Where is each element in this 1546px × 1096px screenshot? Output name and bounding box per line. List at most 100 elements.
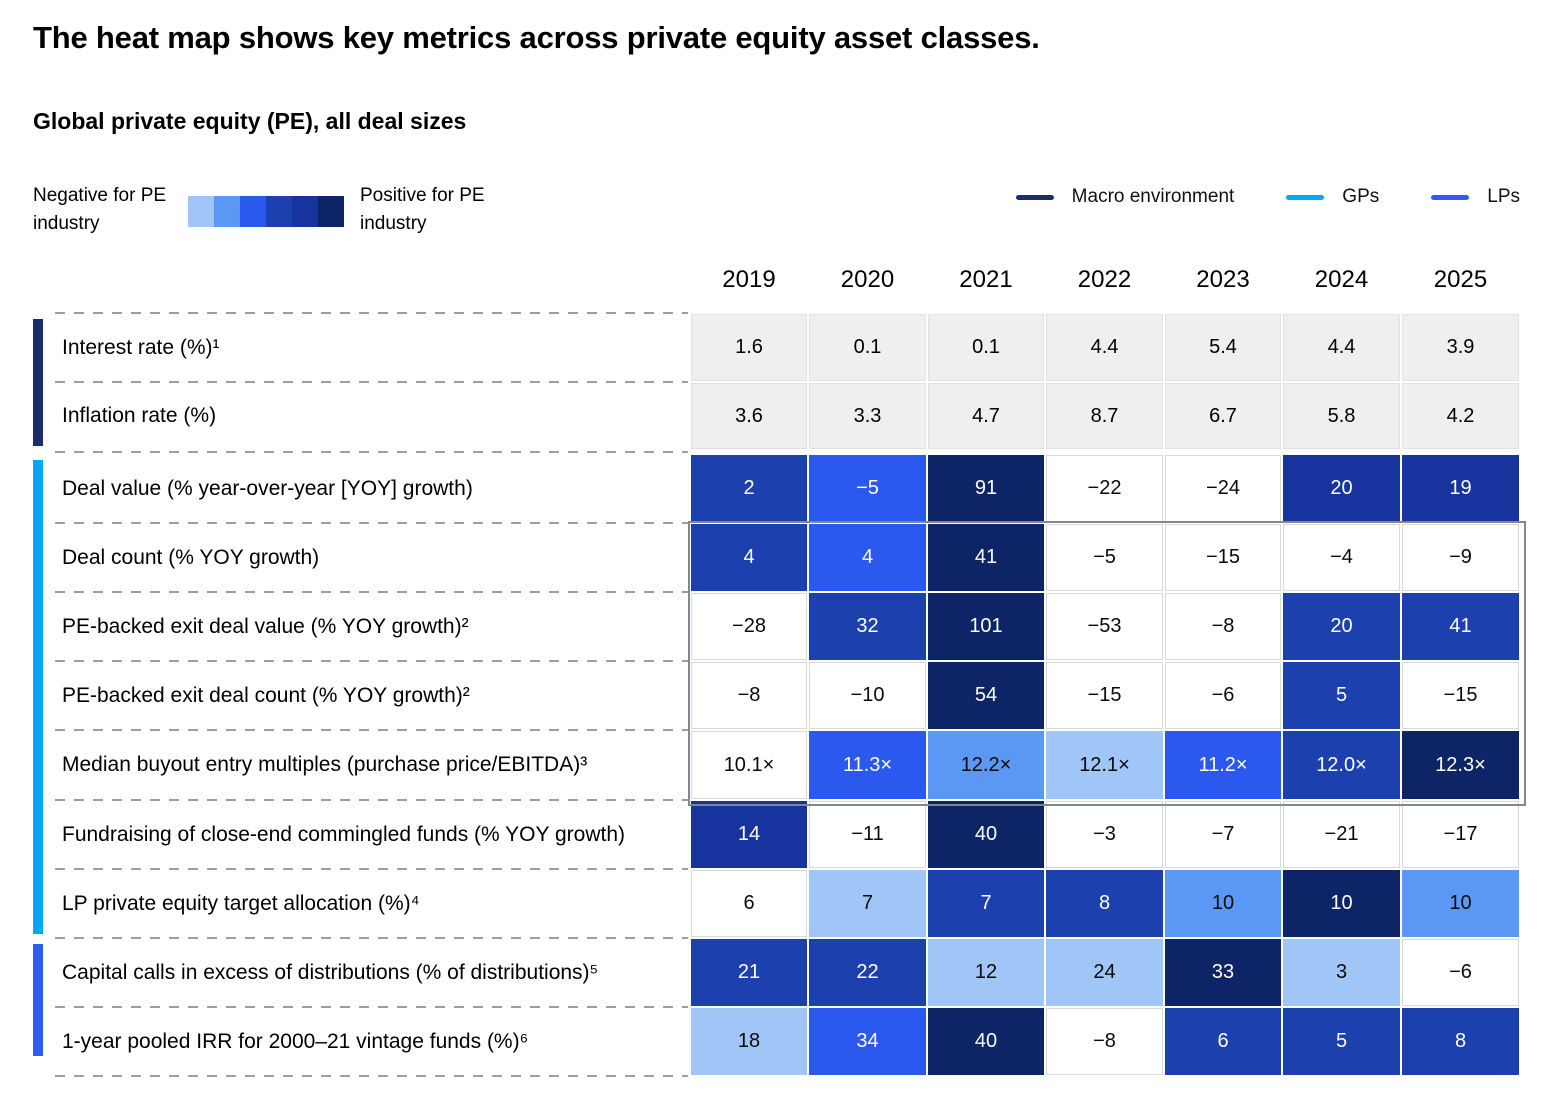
heatmap-cell: 34 [808,1007,927,1076]
heatmap-cell: −5 [1045,523,1164,592]
heatmap-cell: 4.7 [927,382,1045,450]
heatmap-cell: 7 [808,869,927,938]
heatmap-cell: 12.3× [1401,730,1520,800]
heatmap-cell: −15 [1401,661,1520,730]
row-separator-dashed-line [55,451,688,453]
heatmap-cell: 20 [1282,454,1401,523]
heatmap-cell: −8 [690,661,808,730]
row-label: PE-backed exit deal value (% YOY growth)… [62,614,469,638]
heatmap-cell: 32 [808,592,927,661]
heatmap-cell: 18 [690,1007,808,1076]
scale-swatch-3 [240,196,266,227]
heatmap-cell: 0.1 [808,313,927,382]
row-label: Median buyout entry multiples (purchase … [62,753,588,776]
heatmap-cell: −9 [1401,523,1520,592]
heatmap-cell: 20 [1282,592,1401,661]
heatmap-cell: 40 [927,800,1045,869]
heatmap-cell: 1.6 [690,313,808,382]
row-separator-dashed-line [55,660,688,662]
row-label: Interest rate (%)¹ [62,335,220,359]
legend-item-lps: LPs [1431,186,1520,208]
legend-label-lps: LPs [1487,186,1520,207]
scale-swatch-1 [188,196,214,227]
row-label: Inflation rate (%) [62,404,217,427]
heatmap-cell: 6 [690,869,808,938]
group-bar-lps [33,944,43,1056]
row-separator-dashed-line [55,868,688,870]
row-label: Fundraising of close-end commingled fund… [62,822,626,846]
row-separator-dashed-line [55,937,688,939]
heatmap-cell: −8 [1045,1007,1164,1076]
row-label: PE-backed exit deal count (% YOY growth)… [62,683,470,707]
heatmap-cell: 19 [1401,454,1520,523]
heatmap-cell: 6.7 [1164,382,1282,450]
heatmap-cell: 4.4 [1045,313,1164,382]
heatmap-cell: 5 [1282,661,1401,730]
heatmap-cell: 10 [1282,869,1401,938]
heatmap-cell: 5.4 [1164,313,1282,382]
heatmap-cell: 41 [927,523,1045,592]
year-header: 2021 [959,266,1013,293]
series-legend: Macro environment GPs LPs [1015,186,1520,208]
row-label: Deal count (% YOY growth) [62,545,320,569]
gps-legend-dash-icon [1286,194,1325,200]
heatmap-cell: 4.4 [1282,313,1401,382]
heatmap-cell: −22 [1045,454,1164,523]
heatmap-cell: 5.8 [1282,382,1401,450]
row-separator-dashed-line [55,381,688,383]
heatmap-cell: 3 [1282,938,1401,1007]
heatmap-cell: 8.7 [1045,382,1164,450]
year-header: 2022 [1077,266,1132,293]
heatmap-cell: 8 [1045,869,1164,938]
heatmap-cell: 0.1 [927,313,1045,382]
row-separator-dashed-line [55,522,688,524]
heatmap-cell: 4 [808,523,927,592]
heatmap-cell: 91 [927,454,1045,523]
row-separator-dashed-line [55,799,688,801]
heatmap-cell: −6 [1164,661,1282,730]
group-bar-macro-environment [33,319,43,446]
heatmap-cell: 4.2 [1401,382,1520,450]
year-header: 2024 [1314,266,1369,293]
legend-label-macro: Macro environment [1071,186,1235,207]
scale-swatch-6 [318,196,344,227]
heatmap-cell: −15 [1164,523,1282,592]
scale-swatch-4 [266,196,292,227]
scale-negative-label: Negative for PE industry [33,185,167,234]
heatmap-cell: 10 [1401,869,1520,938]
heatmap-cell: 12 [927,938,1045,1007]
legend-item-macro: Macro environment [1015,186,1235,208]
row-label: 1-year pooled IRR for 2000–21 vintage fu… [62,1029,529,1053]
heatmap-cell: 24 [1045,938,1164,1007]
legend-item-gps: GPs [1286,186,1379,208]
row-separator-dashed-line [55,1075,688,1077]
heatmap-cell: −10 [808,661,927,730]
heatmap-cell: 8 [1401,1007,1520,1076]
heatmap-cell: 3.9 [1401,313,1520,382]
year-header: 2019 [722,266,776,293]
heatmap-cell: −8 [1164,592,1282,661]
heatmap-cell: −4 [1282,523,1401,592]
heatmap-cell: 14 [690,800,808,869]
row-separator-dashed-line [55,591,688,593]
row-label: Deal value (% year-over-year [YOY] growt… [62,476,473,500]
heatmap-cell: 10.1× [690,730,808,800]
scale-swatch-5 [292,196,318,227]
heatmap-cell: 41 [1401,592,1520,661]
heatmap-cell: 12.0× [1282,730,1401,800]
year-header: 2023 [1196,266,1250,293]
row-separator-dashed-line [55,1006,688,1008]
row-separator-dashed-line [55,312,688,314]
heatmap-cell: 40 [927,1007,1045,1076]
heatmap-cell: 11.3× [808,730,927,800]
heatmap-cell: 33 [1164,938,1282,1007]
heatmap-cell: 3.3 [808,382,927,450]
page-title: The heat map shows key metrics across pr… [33,20,1040,55]
heatmap-cell: 10 [1164,869,1282,938]
heatmap-cell: 2 [690,454,808,523]
heatmap-cell: 11.2× [1164,730,1282,800]
heatmap-cell: −5 [808,454,927,523]
lps-legend-dash-icon [1431,194,1470,200]
heatmap-cell: 21 [690,938,808,1007]
